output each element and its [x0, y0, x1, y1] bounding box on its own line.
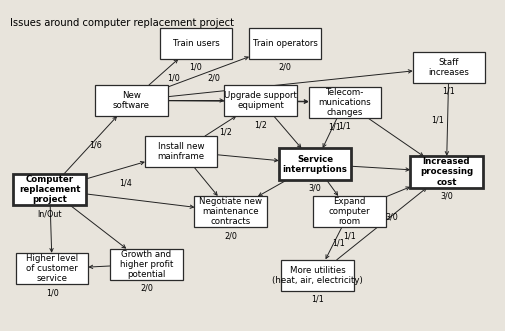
FancyBboxPatch shape: [16, 253, 88, 284]
Text: Higher level
of customer
service: Higher level of customer service: [26, 254, 78, 283]
Text: Upgrade support
equipment: Upgrade support equipment: [224, 91, 296, 110]
Text: In/Out: In/Out: [37, 209, 62, 218]
Text: 2/0: 2/0: [207, 74, 219, 83]
Text: 3/0: 3/0: [439, 192, 452, 201]
FancyBboxPatch shape: [160, 28, 232, 59]
FancyBboxPatch shape: [410, 157, 482, 188]
Text: 1/4: 1/4: [119, 179, 131, 188]
Text: Train users: Train users: [172, 39, 219, 48]
Text: 1/0: 1/0: [46, 289, 59, 298]
FancyBboxPatch shape: [110, 249, 182, 280]
FancyBboxPatch shape: [308, 86, 380, 118]
Text: 1/0: 1/0: [167, 74, 180, 83]
Text: 2/0: 2/0: [224, 231, 237, 240]
Text: Telecom-
munications
changes: Telecom- munications changes: [318, 87, 370, 117]
Text: Issues around computer replacement project: Issues around computer replacement proje…: [10, 18, 233, 28]
FancyBboxPatch shape: [248, 28, 321, 59]
FancyBboxPatch shape: [144, 136, 217, 167]
Text: 2/0: 2/0: [278, 63, 291, 72]
Text: Increased
processing
cost: Increased processing cost: [419, 158, 472, 187]
Text: 1/1: 1/1: [328, 122, 340, 131]
FancyBboxPatch shape: [412, 52, 484, 83]
Text: 1/2: 1/2: [254, 120, 266, 129]
Text: 1/6: 1/6: [89, 140, 102, 150]
Text: 1/1: 1/1: [338, 122, 350, 131]
Text: 3/0: 3/0: [385, 213, 397, 222]
Text: Train operators: Train operators: [252, 39, 317, 48]
Text: 1/1: 1/1: [430, 115, 443, 124]
FancyBboxPatch shape: [278, 149, 350, 180]
Text: New
software: New software: [113, 91, 149, 110]
Text: Expand
computer
room: Expand computer room: [328, 197, 370, 226]
Text: Staff
increases: Staff increases: [428, 58, 468, 77]
FancyBboxPatch shape: [95, 85, 167, 116]
Text: Growth and
higher profit
potential: Growth and higher profit potential: [120, 250, 173, 279]
Text: 1/1: 1/1: [331, 239, 344, 248]
Text: 1/1: 1/1: [442, 87, 454, 96]
Text: 2/0: 2/0: [140, 284, 153, 293]
FancyBboxPatch shape: [194, 196, 266, 227]
Text: Install new
mainframe: Install new mainframe: [157, 142, 204, 161]
Text: 1/2: 1/2: [219, 128, 232, 137]
Text: 1/1: 1/1: [311, 295, 323, 304]
Text: 1/1: 1/1: [343, 231, 356, 240]
Text: 3/0: 3/0: [308, 184, 321, 193]
Text: Service
interruptions: Service interruptions: [282, 155, 347, 173]
Text: Computer
replacement
project: Computer replacement project: [19, 175, 80, 204]
FancyBboxPatch shape: [313, 196, 385, 227]
FancyBboxPatch shape: [224, 85, 296, 116]
FancyBboxPatch shape: [14, 174, 86, 205]
FancyBboxPatch shape: [281, 260, 353, 291]
Text: More utilities
(heat, air, electricity): More utilities (heat, air, electricity): [272, 266, 362, 285]
Text: 1/0: 1/0: [189, 63, 202, 72]
Text: Negotiate new
maintenance
contracts: Negotiate new maintenance contracts: [199, 197, 262, 226]
